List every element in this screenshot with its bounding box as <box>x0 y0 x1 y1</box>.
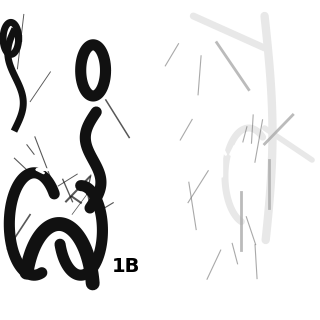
Text: 1B: 1B <box>112 257 140 276</box>
